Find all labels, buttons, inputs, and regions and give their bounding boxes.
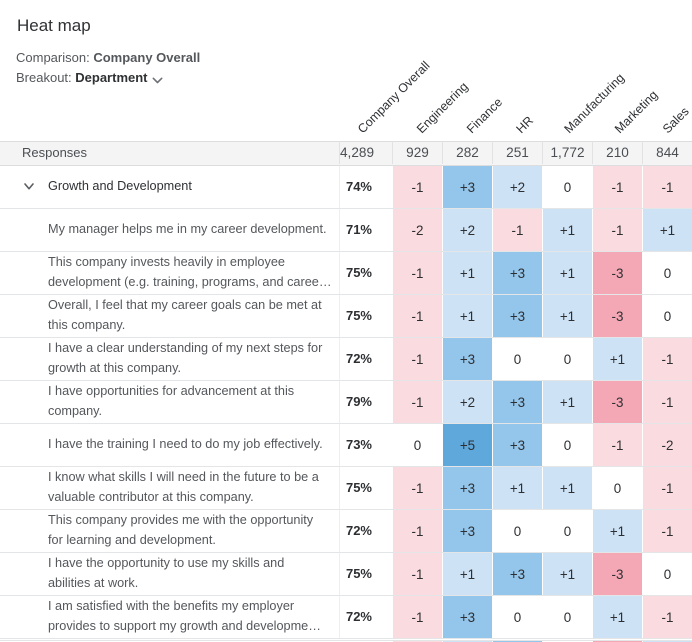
svg-text:Engineering: Engineering: [414, 79, 471, 136]
svg-text:Finance: Finance: [464, 95, 505, 136]
svg-text:Marketing: Marketing: [612, 88, 660, 136]
svg-text:Sales: Sales: [660, 104, 692, 136]
svg-text:HR: HR: [514, 114, 537, 137]
